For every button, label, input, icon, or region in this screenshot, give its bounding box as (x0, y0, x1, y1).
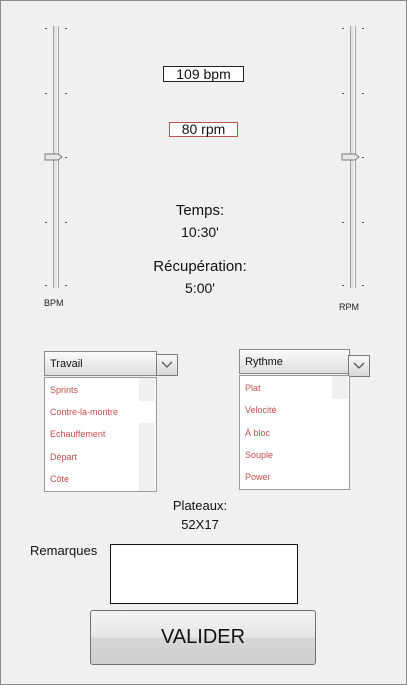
travail-item-echauffement[interactable]: Echauffement (50, 429, 106, 439)
travail-combo-selected[interactable]: Travail (44, 351, 157, 376)
slider-tick (65, 285, 67, 286)
bpm-slider-thumb[interactable] (44, 153, 64, 161)
bpm-slider[interactable] (44, 26, 67, 288)
temps-label: Temps: (175, 202, 225, 219)
chevron-down-icon (161, 361, 173, 368)
slider-tick (45, 285, 47, 286)
chevron-down-icon (353, 362, 365, 369)
travail-item-sprints[interactable]: Sprints (50, 385, 79, 395)
rythme-list[interactable]: Plat Velocité À bloc Souple Power (239, 375, 350, 490)
rpm-slider-label: RPM (339, 302, 359, 312)
recuperation-label: Récupération: (153, 258, 247, 275)
remarques-textbox[interactable] (110, 544, 298, 604)
bpm-readout: 109 bpm (163, 66, 244, 82)
slider-tick (65, 222, 67, 223)
slider-tick (362, 157, 364, 158)
travail-list-scrollbar[interactable] (139, 423, 155, 491)
slider-tick (65, 93, 67, 94)
travail-dropdown-button[interactable] (156, 354, 178, 376)
travail-list-scrollbar[interactable] (139, 378, 155, 401)
rythme-item-plat[interactable]: Plat (245, 383, 261, 393)
slider-tick (45, 28, 47, 29)
plateaux-label: Plateaux: (172, 498, 228, 513)
slider-tick (45, 93, 47, 94)
bpm-slider-label: BPM (44, 298, 64, 308)
slider-tick (362, 222, 364, 223)
slider-tick (362, 28, 364, 29)
slider-tick (65, 28, 67, 29)
slider-tick (65, 157, 67, 158)
slider-tick (45, 222, 47, 223)
rpm-slider[interactable] (341, 26, 364, 288)
travail-item-contre-la-montre[interactable]: Contre-la-montre (50, 407, 119, 417)
rythme-list-scrollbar[interactable] (332, 376, 348, 399)
slider-tick (342, 285, 344, 286)
temps-value: 10:30' (181, 224, 219, 240)
travail-item-cote[interactable]: Côte (50, 474, 70, 484)
plateaux-value: 52X17 (181, 517, 219, 532)
rythme-item-power[interactable]: Power (245, 472, 271, 482)
travail-list[interactable]: Sprints Contre-la-montre Echauffement Dé… (44, 377, 157, 492)
slider-tick (362, 285, 364, 286)
slider-tick (342, 28, 344, 29)
rythme-item-a-bloc[interactable]: À bloc (245, 428, 271, 438)
valider-button[interactable]: VALIDER (90, 610, 316, 665)
slider-tick (342, 93, 344, 94)
rpm-readout: 80 rpm (169, 122, 238, 137)
rpm-slider-thumb[interactable] (341, 153, 361, 161)
rythme-item-souple[interactable]: Souple (245, 450, 274, 460)
slider-tick (362, 93, 364, 94)
rythme-dropdown-button[interactable] (348, 355, 370, 377)
recuperation-value: 5:00' (185, 280, 215, 296)
travail-item-depart[interactable]: Départ (50, 452, 78, 462)
remarques-label: Remarques (30, 543, 98, 558)
rythme-item-velocite[interactable]: Velocité (245, 405, 277, 415)
rythme-combo-selected[interactable]: Rythme (239, 349, 350, 374)
slider-tick (342, 222, 344, 223)
